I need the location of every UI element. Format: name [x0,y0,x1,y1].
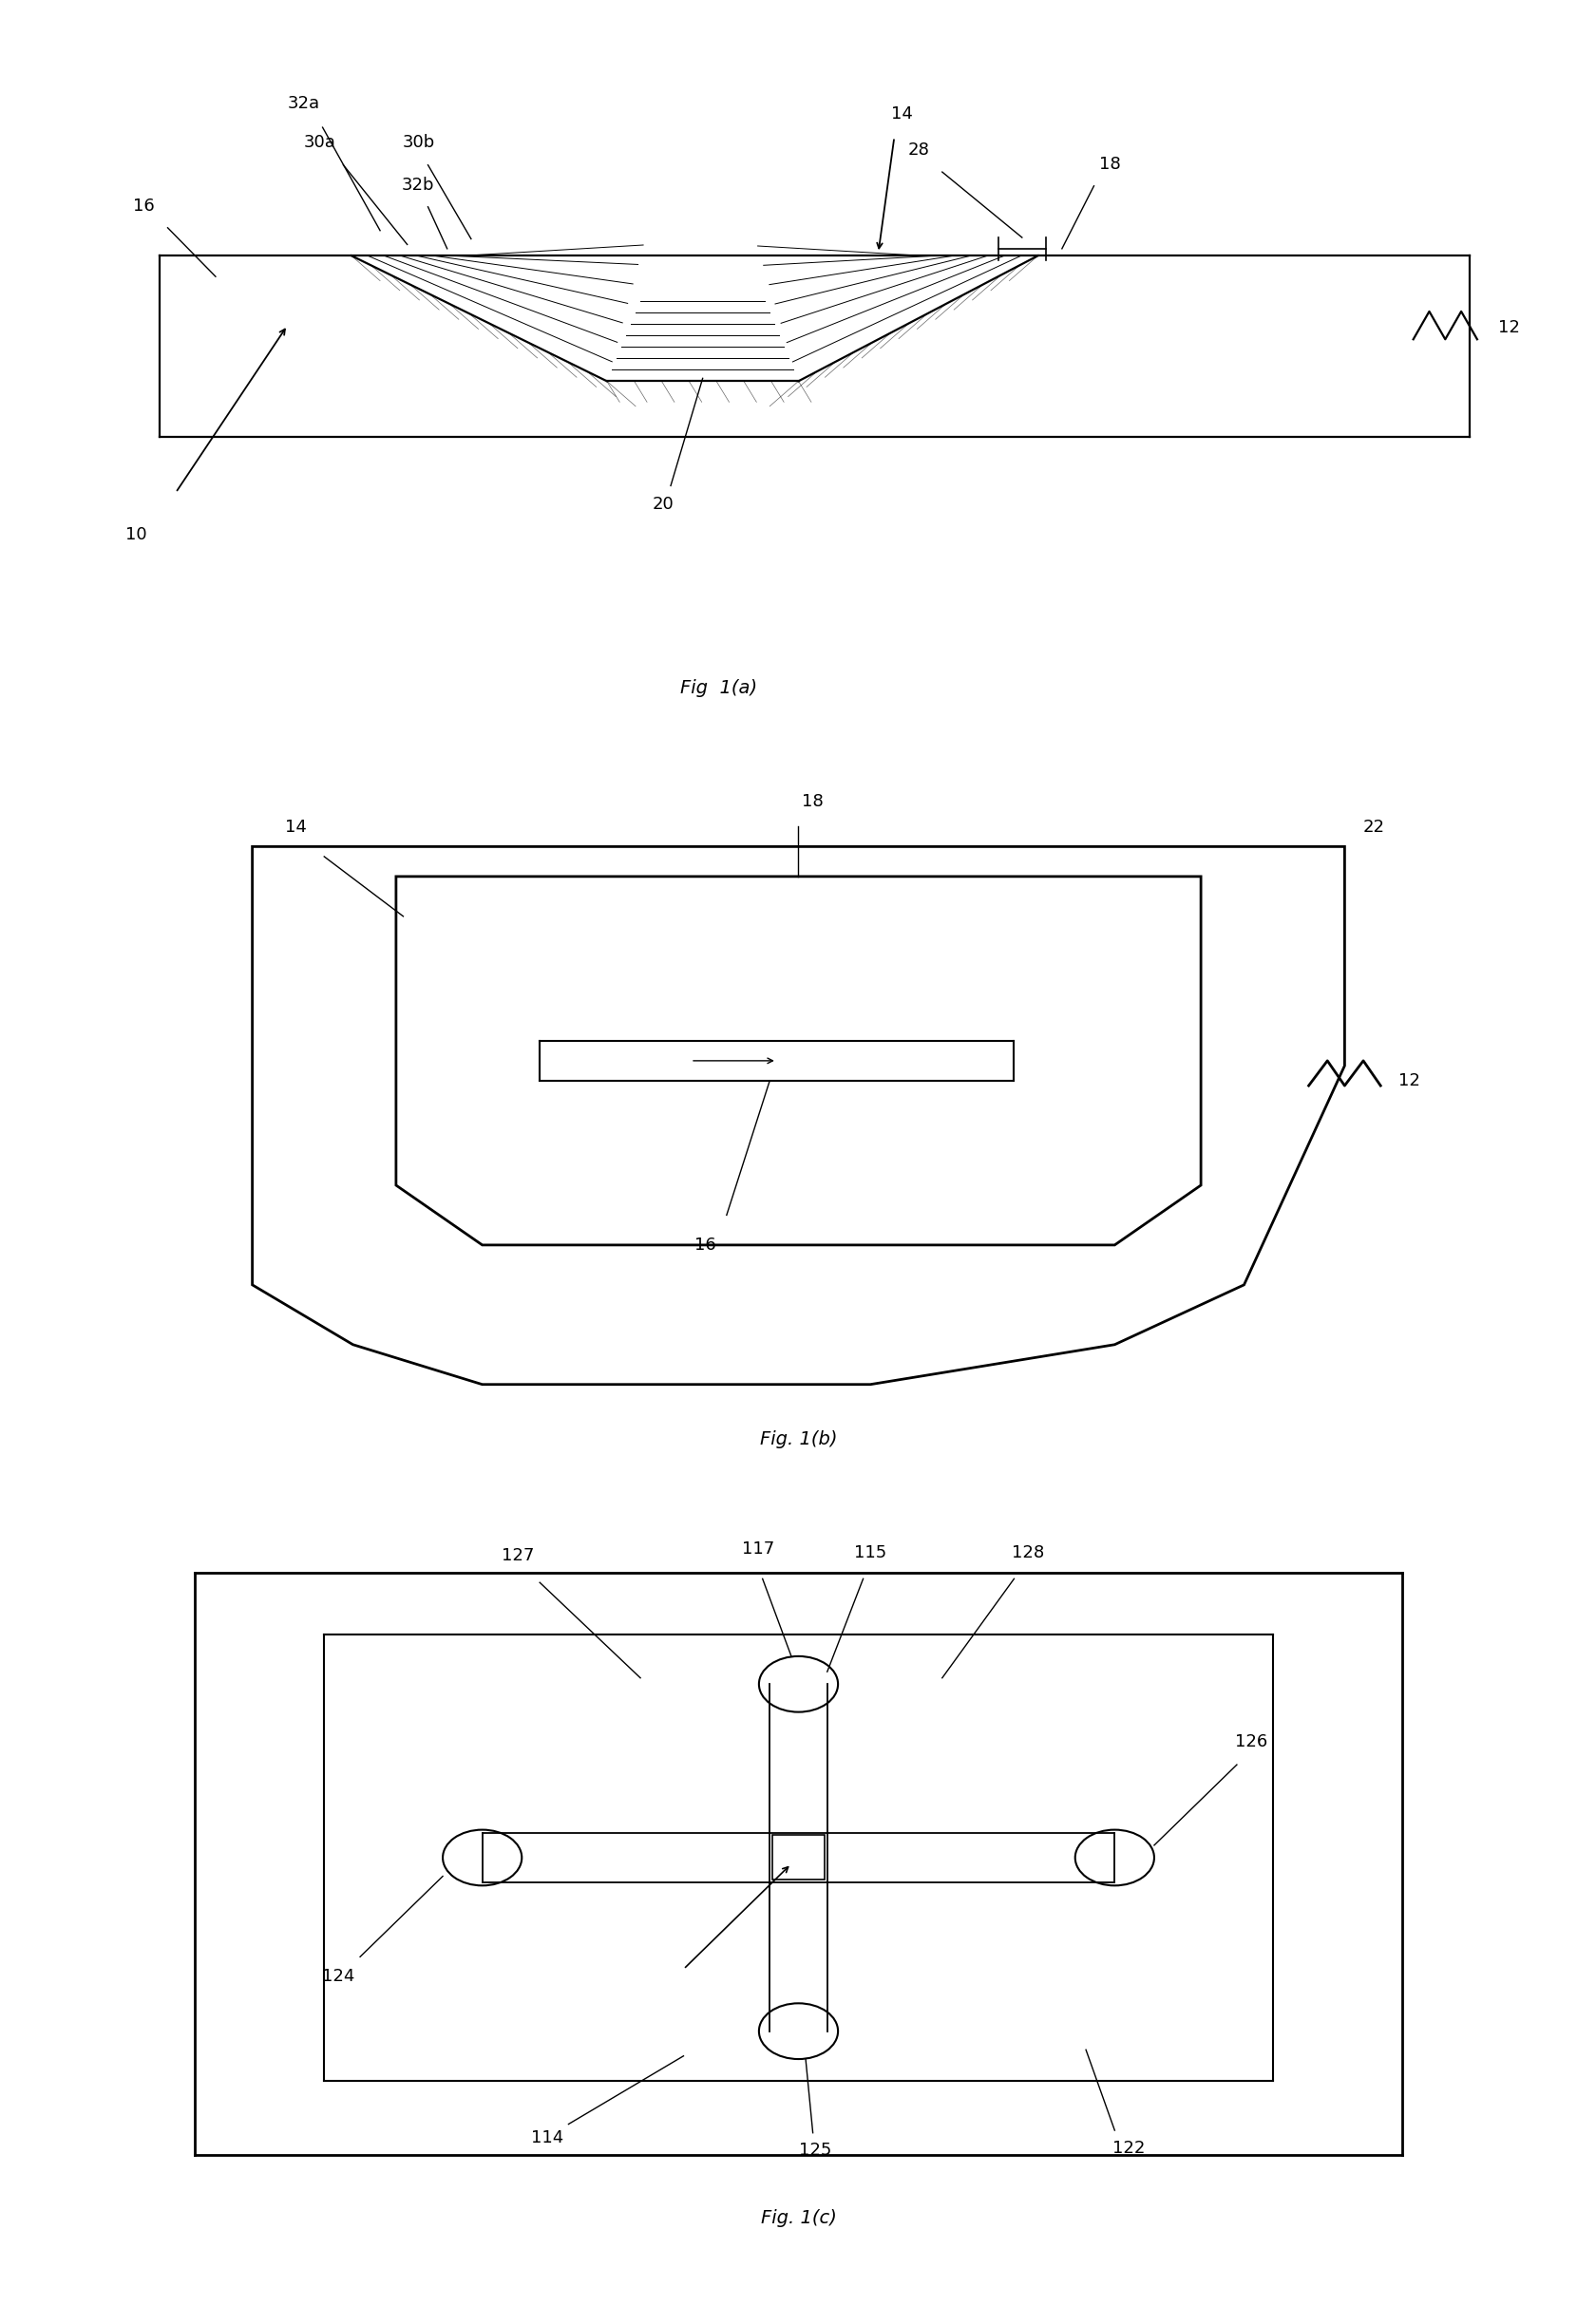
Text: 14: 14 [284,818,306,834]
Ellipse shape [1074,1829,1154,1885]
Text: 30a: 30a [303,132,335,151]
Text: 32b: 32b [402,177,434,193]
Text: 127: 127 [501,1548,535,1564]
Text: 20: 20 [651,495,674,514]
Text: 22: 22 [1361,818,1384,834]
Text: 125: 125 [800,2143,832,2159]
Text: 10: 10 [124,525,147,544]
Text: 32a: 32a [287,95,319,112]
Text: 122: 122 [1112,2140,1144,2157]
Ellipse shape [758,2003,838,2059]
Text: Fig. 1(b): Fig. 1(b) [760,1429,836,1448]
Ellipse shape [442,1829,522,1885]
Text: 30b: 30b [402,132,434,151]
Text: 14: 14 [891,105,913,123]
Text: 16: 16 [694,1236,715,1253]
Text: 18: 18 [801,792,824,811]
Text: 12: 12 [1497,318,1519,337]
Text: 28: 28 [907,142,929,158]
Polygon shape [772,1836,824,1880]
Text: 18: 18 [1098,156,1120,172]
Text: 128: 128 [1012,1545,1044,1562]
Text: 126: 126 [1234,1734,1267,1750]
Text: 12: 12 [1398,1071,1419,1090]
Text: Fig  1(a): Fig 1(a) [680,679,757,697]
Ellipse shape [758,1657,838,1713]
Text: 117: 117 [742,1541,774,1557]
Text: Fig. 1(c): Fig. 1(c) [760,2210,836,2226]
Text: 114: 114 [530,2129,563,2147]
Text: 16: 16 [132,198,155,214]
Text: 115: 115 [854,1545,886,1562]
Text: 124: 124 [322,1968,354,1985]
